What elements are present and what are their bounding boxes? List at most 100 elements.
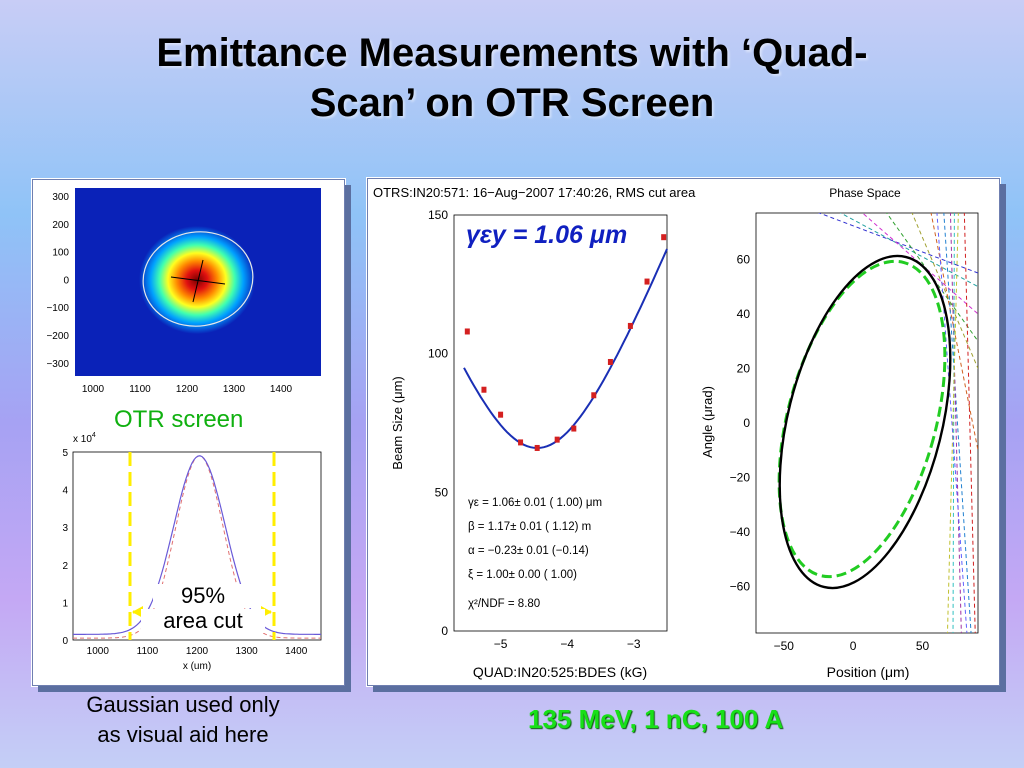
scan-axes-frame <box>453 214 668 632</box>
otr-panel: 300 200 100 0 −100 −200 −300 1000 1100 1200 1300 1… <box>32 179 345 686</box>
phase-y-tick: −60 <box>730 580 751 594</box>
profile-xlabel: x (um) <box>183 661 211 672</box>
profile-y-tick: 2 <box>62 561 68 572</box>
scan-data-point <box>518 439 524 446</box>
scan-x-tick: −4 <box>560 637 574 651</box>
image-y-tick: 100 <box>52 248 69 259</box>
phase-ellipse-measured <box>778 254 952 590</box>
image-x-tick: 1000 <box>82 384 105 395</box>
phase-axes-frame <box>755 212 979 634</box>
cut-arrow-head-left <box>132 606 143 618</box>
gaussian-note-line2: as visual aid here <box>97 722 269 747</box>
scan-ylabel: Beam Size (μm) <box>390 376 405 469</box>
profile-x-tick: 1000 <box>87 646 110 657</box>
scan-x-ticks: −5 −4 −3 <box>494 637 641 651</box>
profile-y-tick: 1 <box>62 598 68 609</box>
scan-data-point <box>607 358 613 365</box>
phase-trajectory-line <box>839 213 978 288</box>
phase-trajectory-line <box>943 213 972 633</box>
phase-x-tick: −50 <box>774 639 795 653</box>
phase-y-ticks: 60 40 20 0 −20 −40 −60 <box>730 252 751 593</box>
profile-x-tick: 1100 <box>137 646 159 657</box>
phase-x-ticks: −50 0 50 <box>774 639 930 653</box>
scan-y-tick: 100 <box>428 347 448 361</box>
scan-data-point <box>498 411 504 418</box>
fit-results: γε = 1.06± 0.01 ( 1.00) μm β = 1.17± 0.0… <box>468 497 602 610</box>
slide-title-line1: Emittance Measurements with ‘Quad- <box>156 31 868 75</box>
phase-trajectory-line <box>911 213 978 369</box>
otr-axis-line-2 <box>192 259 204 303</box>
phase-trajectory-line <box>936 213 968 633</box>
phase-trajectory-line <box>949 213 962 633</box>
phase-trajectory-lines <box>817 213 978 633</box>
profile-axes-frame <box>72 451 322 641</box>
profile-y-tick: 5 <box>62 448 68 459</box>
scan-data-point <box>554 436 560 443</box>
phase-y-tick: 40 <box>737 307 751 321</box>
phase-trajectory-line <box>963 213 976 633</box>
scan-y-tick: 50 <box>435 485 449 499</box>
gaussian-note-line1: Gaussian used only <box>86 692 280 717</box>
scan-data-point <box>591 392 597 399</box>
scan-x-tick: −3 <box>627 637 641 651</box>
profile-y-tick: 0 <box>62 636 68 647</box>
scan-xlabel: QUAD:IN20:525:BDES (kG) <box>473 664 647 680</box>
otr-screen-label: OTR screen <box>114 406 244 433</box>
phase-y-tick: 20 <box>737 361 751 375</box>
scan-panel: OTRS:IN20:571: 16−Aug−2007 17:40:26, RMS… <box>367 178 1000 686</box>
image-y-tick: 0 <box>63 275 69 286</box>
profile-y-tick: 3 <box>62 523 68 534</box>
scan-y-tick: 150 <box>428 208 448 222</box>
phase-x-tick: 0 <box>850 639 857 653</box>
phase-xlabel: Position (μm) <box>827 664 910 680</box>
profile-x-tick: 1300 <box>235 646 258 657</box>
phase-title: Phase Space <box>829 186 901 200</box>
fit-line-xi: ξ = 1.00± 0.00 ( 1.00) <box>468 569 577 581</box>
image-y-tick: −300 <box>46 359 69 370</box>
fit-line-alpha: α = −0.23± 0.01 (−0.14) <box>468 545 589 557</box>
phase-trajectory-line <box>952 213 955 633</box>
image-y-tick: −100 <box>46 303 69 314</box>
otr-image-x-ticks: 1000 1100 1200 1300 1400 <box>82 384 293 395</box>
beam-parameters: 135 MeV, 1 nC, 100 A <box>528 704 784 734</box>
scan-data-point <box>464 328 470 335</box>
phase-y-tick: −20 <box>730 471 751 485</box>
slide-title: Emittance Measurements with ‘Quad- Scan’… <box>0 28 1024 128</box>
scan-data-point <box>481 386 487 393</box>
scan-y-tick: 0 <box>441 624 448 638</box>
profile-x-tick: 1400 <box>285 646 308 657</box>
profile-measured-curve <box>73 455 321 635</box>
scan-fit-curve <box>463 248 668 450</box>
scan-data-point <box>627 322 633 329</box>
otr-image-y-ticks: 300 200 100 0 −100 −200 −300 <box>46 192 69 370</box>
scan-data-point <box>644 278 650 285</box>
otr-cut-ellipse <box>142 231 254 327</box>
scan-data-point <box>534 444 540 451</box>
profile-y-ticks: 5 4 3 2 1 0 <box>62 448 68 647</box>
profile-x-ticks: 1000 1100 1200 1300 1400 <box>87 646 308 657</box>
scan-y-ticks: 150 100 50 0 <box>428 208 448 638</box>
scan-plots: OTRS:IN20:571: 16−Aug−2007 17:40:26, RMS… <box>373 185 979 680</box>
phase-y-tick: −40 <box>730 525 751 539</box>
fit-line-beta: β = 1.17± 0.01 ( 1.12) m <box>468 521 591 533</box>
image-x-tick: 1100 <box>129 384 151 395</box>
phase-x-tick: 50 <box>916 639 930 653</box>
cut-percent-label: 95% <box>153 584 253 608</box>
slide-title-line2: Scan’ on OTR Screen <box>309 81 715 125</box>
scan-header: OTRS:IN20:571: 16−Aug−2007 17:40:26, RMS… <box>373 185 696 200</box>
emittance-title: γεy = 1.06 μm <box>466 221 627 249</box>
scan-x-tick: −5 <box>494 637 508 651</box>
phase-trajectory-line <box>946 213 959 633</box>
cut-area-label: area cut <box>141 609 265 633</box>
scan-data-points <box>464 234 667 451</box>
phase-ylabel: Angle (μrad) <box>700 386 715 458</box>
image-x-tick: 1300 <box>223 384 246 395</box>
scan-data-point <box>571 425 577 432</box>
phase-y-tick: 60 <box>737 252 751 266</box>
phase-y-tick: 0 <box>743 416 750 430</box>
image-y-tick: 300 <box>52 192 69 203</box>
profile-exponent: x 104 <box>73 432 96 445</box>
image-x-tick: 1400 <box>270 384 293 395</box>
scan-data-point <box>661 234 667 241</box>
